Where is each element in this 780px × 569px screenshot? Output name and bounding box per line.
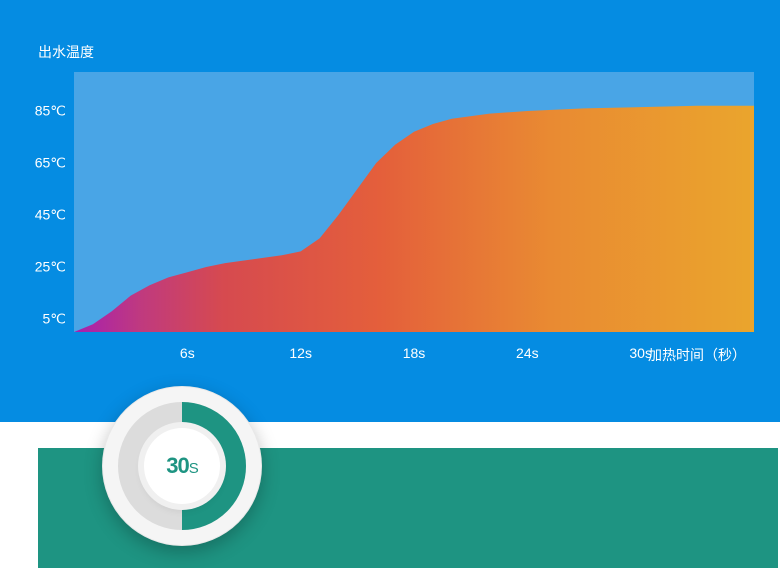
x-axis-title: 加热时间（秒） (648, 345, 746, 365)
gauge: 30S (102, 386, 262, 546)
y-tick: 65℃ (22, 155, 66, 172)
gauge-value: 30S (166, 453, 198, 479)
x-tick: 18s (403, 345, 426, 361)
gauge-center: 30S (144, 428, 220, 504)
x-tick: 6s (180, 345, 195, 361)
area-chart (74, 72, 754, 332)
main-panel: 出水温度 85℃65℃45℃25℃5℃ 6s12s18s24s30s 加热时间（… (0, 0, 780, 422)
y-tick: 45℃ (22, 207, 66, 224)
y-axis-title: 出水温度 (38, 42, 94, 62)
x-tick: 24s (516, 345, 539, 361)
y-tick: 25℃ (22, 259, 66, 276)
x-tick: 12s (289, 345, 312, 361)
y-tick: 5℃ (22, 311, 66, 328)
y-tick: 85℃ (22, 103, 66, 120)
chart-plot-area (74, 72, 754, 332)
